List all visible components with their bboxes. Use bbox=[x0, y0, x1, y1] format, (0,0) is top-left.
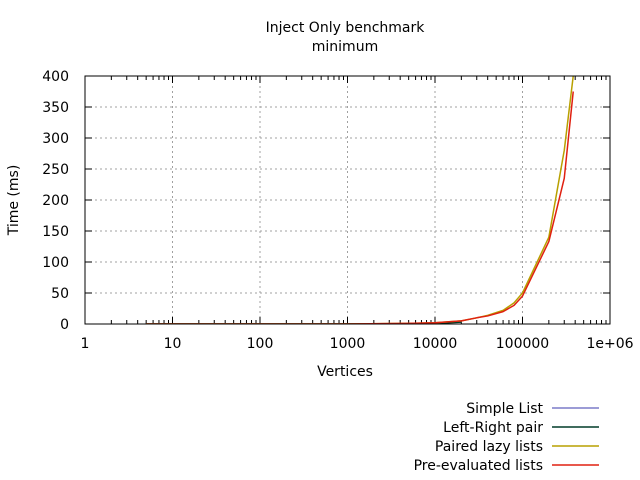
y-tick-label: 250 bbox=[42, 162, 69, 178]
y-tick-labels: 0 50 100 150 200 250 300 350 400 bbox=[42, 69, 69, 333]
x-tick-label: 100000 bbox=[496, 336, 549, 352]
y-axis-label: Time (ms) bbox=[6, 165, 22, 237]
legend-label: Simple List bbox=[466, 401, 543, 417]
chart-subtitle: minimum bbox=[312, 39, 378, 55]
y-tick-label: 200 bbox=[42, 193, 69, 209]
x-tick-label: 1000 bbox=[330, 336, 366, 352]
x-tick-label: 1 bbox=[81, 336, 90, 352]
x-tick-labels: 1 10 100 1000 10000 100000 1e+06 bbox=[81, 336, 634, 352]
grid-lines bbox=[85, 76, 610, 324]
x-axis-label: Vertices bbox=[317, 364, 373, 380]
y-tick-label: 300 bbox=[42, 131, 69, 147]
legend-label: Pre-evaluated lists bbox=[414, 458, 543, 474]
y-tick-label: 50 bbox=[51, 286, 69, 302]
x-tick-label: 10 bbox=[164, 336, 182, 352]
y-tick-label: 350 bbox=[42, 100, 69, 116]
series-line-4 bbox=[146, 92, 573, 325]
y-tick-label: 0 bbox=[60, 317, 69, 333]
legend: Simple List Left-Right pair Paired lazy li… bbox=[414, 401, 599, 474]
legend-label: Left-Right pair bbox=[443, 420, 543, 436]
chart-title: Inject Only benchmark bbox=[266, 20, 426, 36]
y-tick-label: 400 bbox=[42, 69, 69, 85]
y-tick-label: 100 bbox=[42, 255, 69, 271]
x-tick-label: 100 bbox=[247, 336, 274, 352]
x-tick-label: 10000 bbox=[413, 336, 458, 352]
y-tick-label: 150 bbox=[42, 224, 69, 240]
x-tick-label: 1e+06 bbox=[586, 336, 633, 352]
legend-label: Paired lazy lists bbox=[435, 439, 543, 455]
